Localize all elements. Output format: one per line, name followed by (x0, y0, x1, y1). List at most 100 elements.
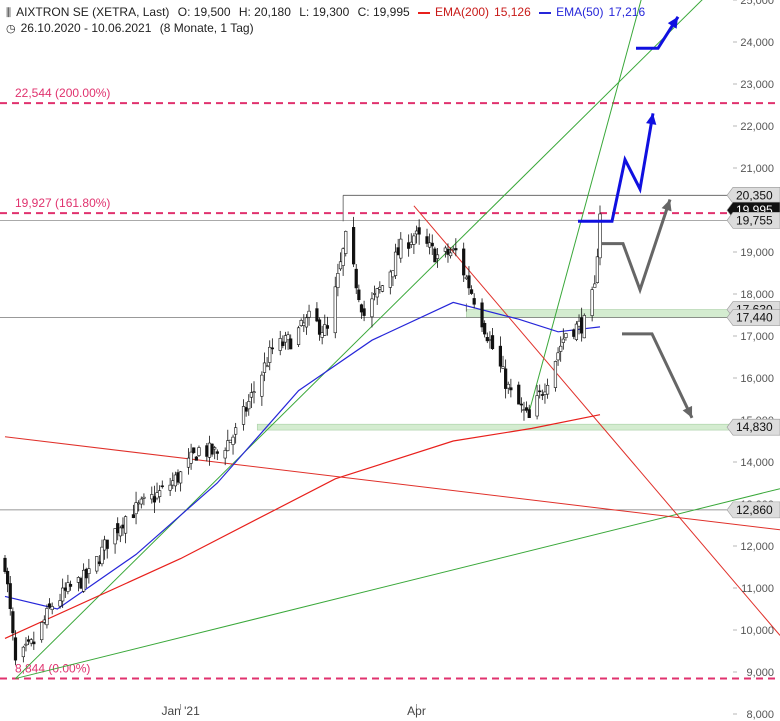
candle-body (572, 329, 576, 337)
candle-body (417, 227, 421, 235)
candle-body (527, 409, 531, 419)
open-value: O: 19,500 (177, 5, 231, 19)
trendline (413, 205, 780, 636)
candle-body (137, 502, 141, 505)
candle-body (325, 325, 330, 329)
candle-body (155, 492, 159, 499)
trendline (4, 436, 780, 531)
y-tick-label: 9,000 (746, 667, 774, 679)
candle-body (234, 427, 238, 435)
candle-body (504, 368, 508, 389)
price-marker-label: 19,755 (736, 213, 773, 227)
price-marker-label: 14,830 (736, 420, 773, 434)
candle-body (213, 447, 217, 450)
fib-level-label: 22,544 (200.00%) (15, 86, 110, 100)
candle-body (372, 293, 377, 295)
price-marker-badge (726, 418, 780, 436)
y-tick-label: 25,000 (740, 0, 774, 7)
candle-body (517, 384, 521, 405)
candle-body (304, 317, 309, 328)
candle-body (289, 338, 293, 350)
y-tick-label: 14,000 (740, 457, 774, 469)
candle-body (286, 334, 290, 341)
candle-body (241, 406, 246, 425)
candle-body (580, 317, 584, 334)
candle-body (462, 248, 466, 276)
candle-body (268, 346, 272, 363)
candle-body (79, 578, 83, 589)
candle-body (194, 456, 198, 461)
candle-body (480, 302, 484, 328)
candle-body (142, 496, 146, 499)
high-value: H: 20,180 (238, 5, 291, 19)
bullish-arrow-1-head (646, 113, 657, 125)
candle-body (540, 394, 544, 396)
candle-body (435, 254, 440, 259)
candle-body (561, 338, 565, 343)
candle-body (131, 514, 136, 519)
candle-body (582, 315, 586, 339)
candle-body (100, 546, 104, 565)
candle-body (577, 320, 581, 327)
candle-body (593, 283, 597, 288)
candle-body (299, 320, 303, 326)
y-tick-label: 8,000 (746, 709, 774, 721)
candlestick-icon: ⫼ (6, 7, 12, 19)
candle-body (223, 450, 227, 459)
candle-body (409, 241, 413, 245)
candle-body (47, 603, 52, 608)
support-zone (256, 423, 734, 431)
candle-body (370, 298, 374, 318)
candle-body (95, 556, 99, 572)
date-range: 26.10.2020 - 10.06.2021 (20, 21, 152, 35)
candle-body (467, 275, 471, 289)
candle-body (556, 352, 560, 361)
candle-body (323, 324, 327, 336)
candle-body (158, 490, 162, 497)
candle-body (488, 339, 492, 341)
candle-body (134, 502, 138, 515)
candle-body (454, 248, 458, 251)
candle-body (336, 273, 340, 288)
y-tick-label: 11,000 (741, 583, 774, 595)
candle-body (522, 409, 526, 411)
candle-body (45, 608, 49, 626)
candle-body (13, 637, 18, 661)
instrument-title: AIXTRON SE (XETRA, Last) (16, 5, 170, 19)
candle-body (446, 248, 450, 255)
x-tick-label: Apr (407, 704, 426, 718)
candle-body (179, 471, 183, 484)
price-marker-badge (726, 309, 780, 326)
candle-body (11, 611, 15, 634)
candle-body (192, 447, 196, 453)
y-tick-label: 24,000 (740, 37, 774, 49)
y-tick-label: 21,000 (740, 163, 774, 175)
candle-body (87, 568, 91, 574)
candle-body (32, 641, 36, 645)
candle-body (407, 242, 411, 249)
y-tick-label: 10,000 (740, 625, 774, 637)
candle-body (197, 447, 201, 456)
candle-body (121, 524, 125, 529)
candle-body (391, 270, 395, 278)
candle-body (378, 286, 382, 290)
trendline (15, 0, 703, 679)
candle-body (490, 335, 495, 350)
candle-body (249, 392, 253, 398)
candle-body (8, 583, 12, 610)
candle-body (84, 568, 88, 579)
candle-body (40, 622, 44, 641)
candle-body (168, 484, 172, 491)
candle-body (26, 639, 31, 642)
price-marker: 17,440 (726, 309, 780, 326)
candle-body (228, 439, 233, 443)
candle-body (352, 227, 356, 265)
candle-body (63, 587, 67, 591)
candle-body (396, 247, 400, 256)
ema200-legend-value: 15,126 (494, 5, 531, 19)
candle-body (428, 242, 432, 248)
candle-body (123, 516, 128, 534)
y-tick-label: 16,000 (740, 373, 774, 385)
candle-body (498, 345, 502, 367)
